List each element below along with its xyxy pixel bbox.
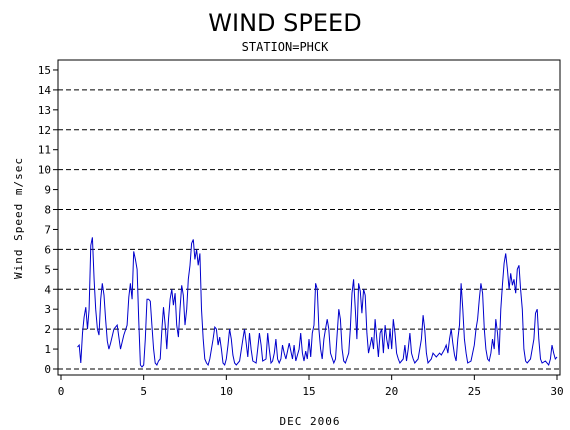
y-tick-label: 6 — [44, 243, 51, 256]
y-tick-label: 11 — [38, 144, 51, 157]
y-tick-label: 7 — [44, 223, 51, 236]
y-tick-label: 5 — [44, 263, 51, 276]
x-axis: 0 5 10 15 20 25 30 — [58, 375, 564, 398]
y-tick-label: 0 — [44, 363, 51, 376]
x-tick-label: 0 — [58, 385, 65, 398]
y-tick-label: 15 — [38, 64, 51, 77]
y-tick-label: 12 — [38, 124, 51, 137]
chart-subtitle: STATION=PHCK — [242, 40, 329, 54]
y-tick-label: 1 — [44, 343, 51, 356]
reference-lines — [58, 89, 560, 370]
y-tick-label: 9 — [44, 184, 51, 197]
y-tick-label: 13 — [38, 104, 51, 117]
x-tick-label: 10 — [220, 385, 233, 398]
x-tick-label: 30 — [550, 385, 563, 398]
x-tick-label: 15 — [302, 385, 315, 398]
x-tick-label: 20 — [385, 385, 398, 398]
x-axis-label: DEC 2006 — [280, 415, 341, 428]
y-tick-label: 14 — [38, 84, 52, 97]
y-tick-label: 8 — [44, 204, 51, 217]
x-tick-label: 25 — [468, 385, 481, 398]
y-tick-label: 4 — [44, 283, 51, 296]
wind-speed-series-line — [77, 237, 558, 368]
y-tick-label: 2 — [44, 323, 51, 336]
chart-title: WIND SPEED — [208, 9, 361, 37]
y-axis-label: Wind Speed m/sec — [12, 157, 25, 279]
y-tick-label: 10 — [38, 164, 51, 177]
y-tick-label: 3 — [44, 303, 51, 316]
x-tick-label: 5 — [140, 385, 147, 398]
